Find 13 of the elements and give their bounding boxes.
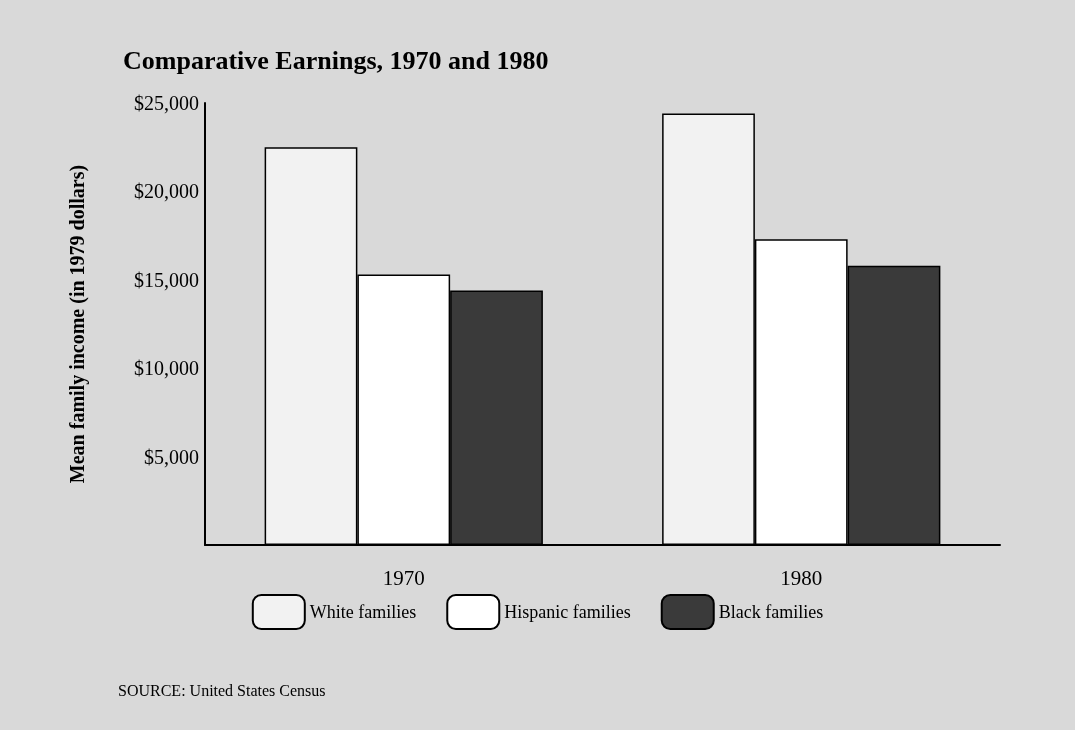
y-tick-label: $15,000 (134, 268, 199, 291)
source-note: SOURCE: United States Census (118, 681, 326, 699)
y-axis-title: Mean family income (in 1979 dollars) (66, 164, 89, 484)
x-tick-label: 1970 (382, 565, 425, 590)
legend-label: Black families (718, 602, 824, 622)
y-tick-label: $20,000 (134, 180, 199, 203)
y-tick-label: $5,000 (144, 445, 199, 468)
x-tick-label: 1980 (780, 565, 823, 590)
y-tick-label: $10,000 (134, 357, 199, 380)
y-tick-label: $25,000 (134, 92, 199, 114)
chart-title: Comparative Earnings, 1970 and 1980 (123, 45, 549, 75)
legend-label: Hispanic families (504, 602, 631, 622)
legend-label: White families (309, 602, 417, 622)
